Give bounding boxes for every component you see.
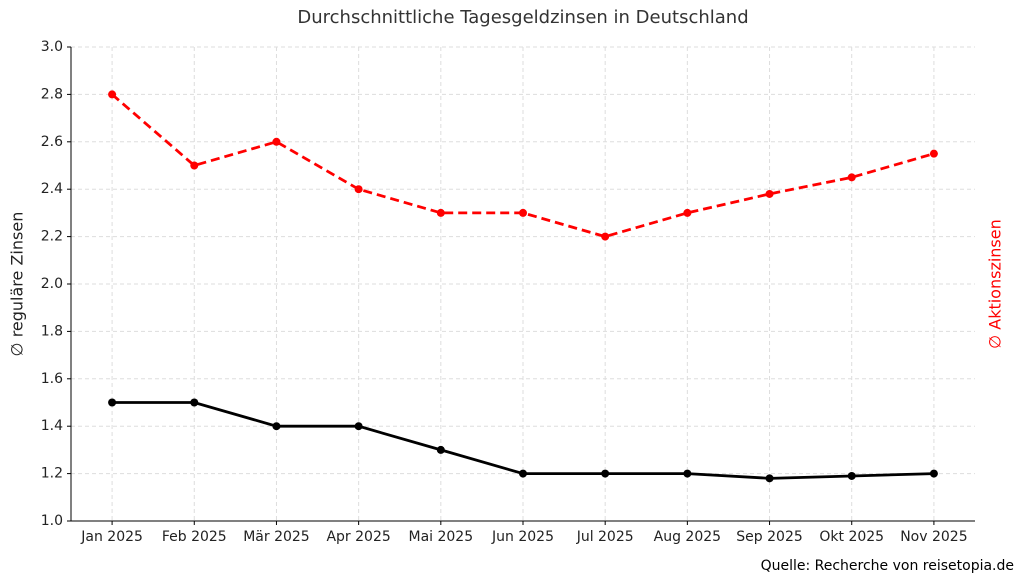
source-note: Quelle: Recherche von reisetopia.de [761, 558, 1014, 574]
data-point [519, 469, 527, 478]
data-point [436, 445, 445, 454]
x-tick-label: Sep 2025 [736, 529, 802, 545]
y-tick-label: 1.2 [41, 466, 63, 482]
chart-title: Durchschnittliche Tagesgeldzinsen in Deu… [297, 7, 748, 28]
x-tick-label: Feb 2025 [162, 529, 227, 545]
data-point [683, 469, 692, 478]
y-tick-label: 2.2 [41, 229, 63, 245]
data-point [354, 422, 363, 431]
data-point [519, 208, 527, 217]
x-tick-label: Okt 2025 [819, 529, 884, 545]
x-tick-label: Jul 2025 [576, 529, 634, 545]
x-tick-label: Nov 2025 [900, 529, 967, 545]
y-axis-label: ∅ reguläre Zinsen [8, 212, 27, 357]
x-tick-label: Aug 2025 [654, 529, 721, 545]
data-point [601, 469, 610, 478]
x-tick-label: Mär 2025 [243, 529, 310, 545]
x-tick-label: Apr 2025 [326, 529, 390, 545]
y-tick-label: 1.6 [41, 371, 63, 387]
y-tick-label: 2.4 [41, 181, 63, 197]
x-tick-label: Jun 2025 [491, 529, 554, 545]
x-tick-label: Jan 2025 [80, 529, 143, 545]
data-point [272, 422, 281, 431]
y-tick-label: 2.8 [41, 86, 63, 102]
y-tick-label: 2.6 [41, 134, 63, 150]
data-point [436, 208, 445, 217]
data-point [108, 90, 117, 99]
data-point [929, 469, 938, 478]
data-point [190, 398, 199, 407]
y-tick-label: 1.0 [41, 513, 63, 529]
data-point [847, 173, 856, 182]
y-tick-label: 1.8 [41, 323, 63, 339]
data-point [765, 189, 774, 198]
data-point [929, 149, 938, 158]
y-tick-label: 1.4 [41, 418, 63, 434]
data-point [601, 232, 610, 241]
x-tick-label: Mai 2025 [408, 529, 473, 545]
data-point [683, 208, 692, 217]
y-tick-label: 3.0 [41, 39, 63, 55]
data-point [765, 474, 774, 483]
y-tick-label: 2.0 [41, 276, 63, 292]
data-point [847, 471, 856, 480]
data-point [108, 398, 117, 407]
data-point [272, 137, 281, 146]
data-point [190, 161, 199, 170]
y2-axis-label: ∅ Aktionszinsen [986, 219, 1005, 349]
data-point [354, 185, 363, 194]
